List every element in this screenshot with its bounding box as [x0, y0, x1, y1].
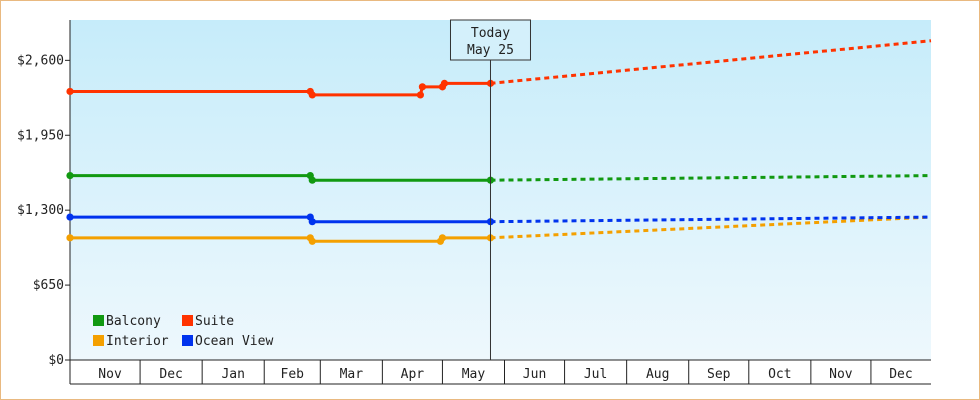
legend-label-interior: Interior	[106, 334, 169, 349]
data-point-suite	[416, 91, 425, 99]
month-label: Mar	[340, 367, 364, 382]
month-label: Apr	[401, 367, 425, 382]
month-label: Jan	[221, 367, 244, 382]
data-point-suite	[66, 87, 74, 96]
y-tick-label: $1,950	[17, 128, 64, 143]
legend-swatch-balcony	[93, 315, 104, 326]
month-label: Jul	[584, 367, 607, 382]
series-group	[66, 39, 932, 245]
legend-swatch-ocean-view	[182, 335, 193, 346]
legend: Balcony Suite Interior Ocean View	[93, 314, 273, 349]
series-forecast-suite	[490, 39, 932, 85]
y-tick-label: $0	[48, 353, 64, 368]
plot-area	[70, 20, 931, 360]
legend-label-suite: Suite	[195, 314, 234, 329]
today-marker: Today May 25	[449, 19, 531, 360]
month-label: Dec	[159, 367, 182, 382]
y-axis: $0 $650 $1,300 $1,950 $2,600	[17, 20, 71, 368]
month-label: Feb	[281, 367, 305, 382]
series-forecast-ocean-view	[490, 215, 932, 224]
data-point-balcony	[66, 171, 74, 180]
y-tick-label: $2,600	[17, 53, 64, 68]
y-tick-label: $650	[33, 278, 64, 293]
legend-swatch-suite	[182, 315, 193, 326]
data-point-suite	[308, 91, 316, 99]
x-axis: Nov Dec Jan Feb Mar Apr May Jun Jul Aug Sep Oct Nov D…	[69, 359, 931, 385]
data-point-ocean-view	[308, 218, 316, 226]
data-point-interior	[308, 237, 316, 245]
month-label: Sep	[707, 367, 731, 382]
month-label: Aug	[646, 367, 669, 382]
month-label: Nov	[829, 367, 853, 382]
month-label: Dec	[889, 367, 912, 382]
month-label: May	[462, 367, 486, 382]
series-forecast-balcony	[490, 174, 932, 182]
series-forecast-interior	[490, 215, 932, 240]
y-tick-label: $1,300	[17, 203, 64, 218]
today-label: Today	[471, 26, 510, 41]
data-point-interior	[438, 234, 447, 242]
data-point-balcony	[308, 176, 316, 184]
legend-label-ocean-view: Ocean View	[195, 334, 273, 349]
month-label: Nov	[98, 367, 122, 382]
month-label: Oct	[768, 367, 791, 382]
month-label: Jun	[523, 367, 546, 382]
data-point-interior	[66, 234, 74, 242]
data-point-suite	[440, 79, 449, 87]
today-date: May 25	[467, 43, 514, 58]
data-point-suite	[418, 83, 427, 91]
legend-swatch-interior	[93, 335, 104, 346]
today-box	[449, 19, 531, 61]
series-line-interior	[70, 236, 491, 243]
legend-label-balcony: Balcony	[106, 314, 161, 329]
data-point-ocean-view	[66, 213, 74, 221]
